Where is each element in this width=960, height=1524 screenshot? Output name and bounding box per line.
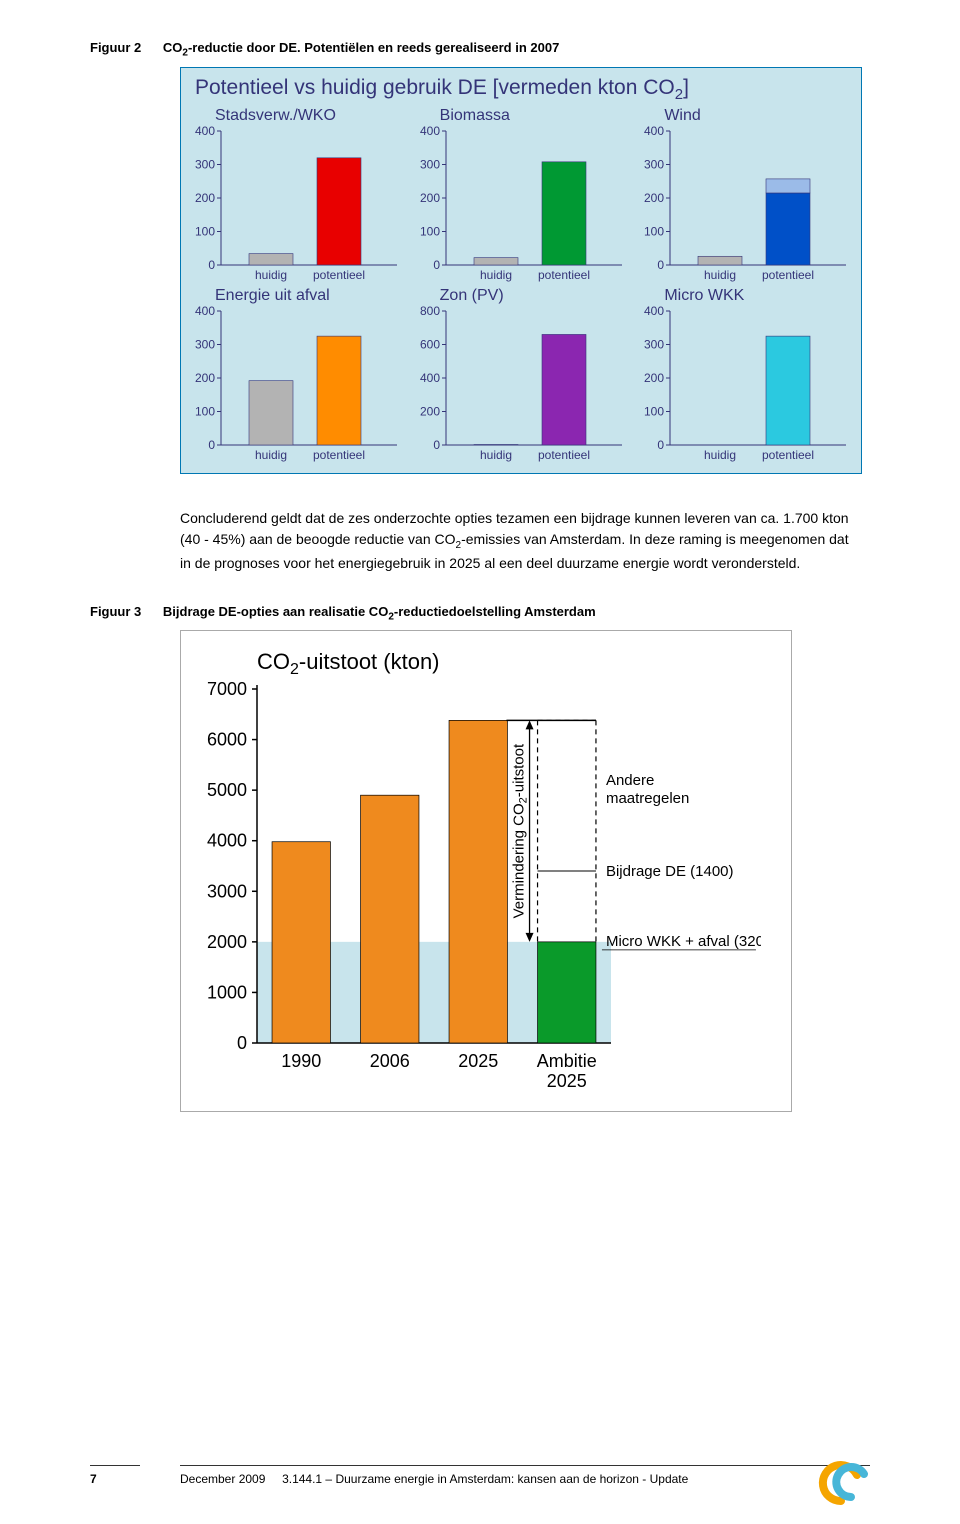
svg-text:400: 400 xyxy=(644,125,664,138)
figure2-chart-panel: Potentieel vs huidig gebruik DE [vermede… xyxy=(180,67,862,474)
subchart-4: Zon (PV) 0 200 400 600 800 huidig potentieel xyxy=(412,287,631,467)
figure3-prefix: Figuur 3 xyxy=(90,604,141,619)
subchart-svg: 0 100 200 300 400 huidig potentieel xyxy=(187,125,405,287)
svg-text:Ambitie: Ambitie xyxy=(537,1051,597,1071)
subchart-5: Micro WKK 0 100 200 300 400 huidig potentieel xyxy=(636,287,855,467)
svg-text:Andere: Andere xyxy=(606,772,654,789)
body-paragraph: Concluderend geldt dat de zes onderzocht… xyxy=(180,508,860,574)
page-footer: 7 December 2009 3.144.1 – Duurzame energ… xyxy=(90,1465,870,1486)
figure3-chart-panel: CO2-uitstoot (kton) 0 1000 2000 3000 4000 5000… xyxy=(180,630,792,1112)
svg-text:800: 800 xyxy=(420,305,440,318)
svg-text:400: 400 xyxy=(420,125,440,138)
subchart-title: Biomassa xyxy=(412,107,631,125)
subchart-title: Stadsverw./WKO xyxy=(187,107,406,125)
svg-text:4000: 4000 xyxy=(207,831,247,851)
svg-text:400: 400 xyxy=(195,125,215,138)
svg-text:300: 300 xyxy=(420,157,440,171)
svg-text:1000: 1000 xyxy=(207,983,247,1003)
svg-text:100: 100 xyxy=(644,224,664,238)
svg-text:2006: 2006 xyxy=(370,1051,410,1071)
subchart-svg: 0 200 400 600 800 huidig potentieel xyxy=(412,305,630,467)
svg-text:100: 100 xyxy=(195,404,215,418)
footer-text: December 2009 3.144.1 – Duurzame energie… xyxy=(180,1472,688,1486)
svg-text:6000: 6000 xyxy=(207,730,247,750)
svg-text:Bijdrage DE (1400): Bijdrage DE (1400) xyxy=(606,863,734,880)
svg-text:400: 400 xyxy=(644,305,664,318)
ce-logo-icon xyxy=(806,1457,876,1511)
subchart-title: Wind xyxy=(636,107,855,125)
svg-text:300: 300 xyxy=(195,157,215,171)
svg-text:200: 200 xyxy=(644,371,664,385)
svg-text:potentieel: potentieel xyxy=(538,448,590,462)
svg-text:200: 200 xyxy=(420,191,440,205)
svg-text:5000: 5000 xyxy=(207,780,247,800)
svg-text:Vermindering CO2-uitstoot: Vermindering CO2-uitstoot xyxy=(511,743,530,918)
subchart-svg: 0 100 200 300 400 huidig potentieel xyxy=(636,305,854,467)
svg-text:1990: 1990 xyxy=(281,1051,321,1071)
svg-text:huidig: huidig xyxy=(255,268,287,282)
svg-text:0: 0 xyxy=(433,438,440,452)
svg-text:100: 100 xyxy=(420,224,440,238)
subchart-svg: 0 100 200 300 400 huidig potentieel xyxy=(187,305,405,467)
svg-text:0: 0 xyxy=(658,258,665,272)
page-number: 7 xyxy=(90,1472,140,1486)
svg-text:maatregelen: maatregelen xyxy=(606,790,689,807)
figure2-title: Potentieel vs huidig gebruik DE [vermede… xyxy=(181,68,861,107)
subchart-svg: 0 100 200 300 400 huidig potentieel xyxy=(636,125,854,287)
svg-text:potentieel: potentieel xyxy=(313,268,365,282)
svg-text:huidig: huidig xyxy=(704,448,736,462)
svg-text:400: 400 xyxy=(195,305,215,318)
svg-text:0: 0 xyxy=(237,1033,247,1053)
subchart-3: Energie uit afval 0 100 200 300 400 huidig pote… xyxy=(187,287,406,467)
svg-text:huidig: huidig xyxy=(480,268,512,282)
svg-text:potentieel: potentieel xyxy=(313,448,365,462)
svg-text:2025: 2025 xyxy=(458,1051,498,1071)
svg-text:400: 400 xyxy=(420,371,440,385)
svg-text:200: 200 xyxy=(195,371,215,385)
svg-text:300: 300 xyxy=(644,337,664,351)
svg-text:100: 100 xyxy=(644,404,664,418)
subchart-title: Energie uit afval xyxy=(187,287,406,305)
subchart-svg: 0 100 200 300 400 huidig potentieel xyxy=(412,125,630,287)
svg-text:0: 0 xyxy=(208,438,215,452)
svg-text:potentieel: potentieel xyxy=(538,268,590,282)
svg-text:200: 200 xyxy=(420,404,440,418)
svg-text:huidig: huidig xyxy=(480,448,512,462)
svg-text:100: 100 xyxy=(195,224,215,238)
svg-text:7000: 7000 xyxy=(207,679,247,699)
figure2-prefix: Figuur 2 xyxy=(90,40,141,55)
svg-text:0: 0 xyxy=(208,258,215,272)
svg-text:potentieel: potentieel xyxy=(762,448,814,462)
svg-text:600: 600 xyxy=(420,337,440,351)
figure3-svg: CO2-uitstoot (kton) 0 1000 2000 3000 4000 5000… xyxy=(191,643,761,1103)
svg-text:3000: 3000 xyxy=(207,881,247,901)
svg-text:CO2-uitstoot (kton): CO2-uitstoot (kton) xyxy=(257,649,440,678)
svg-text:potentieel: potentieel xyxy=(762,268,814,282)
svg-text:huidig: huidig xyxy=(255,448,287,462)
svg-text:200: 200 xyxy=(195,191,215,205)
svg-text:200: 200 xyxy=(644,191,664,205)
svg-text:0: 0 xyxy=(658,438,665,452)
figure2-caption: Figuur 2 CO2-reductie door DE. Potentiël… xyxy=(90,40,870,59)
svg-text:2025: 2025 xyxy=(547,1071,587,1091)
svg-text:huidig: huidig xyxy=(704,268,736,282)
subchart-0: Stadsverw./WKO 0 100 200 300 400 huidig potenti… xyxy=(187,107,406,287)
svg-text:0: 0 xyxy=(433,258,440,272)
subchart-1: Biomassa 0 100 200 300 400 huidig potentieel xyxy=(412,107,631,287)
figure3-caption: Figuur 3 Bijdrage DE-opties aan realisat… xyxy=(90,604,870,623)
svg-text:Micro WKK + afval (320): Micro WKK + afval (320) xyxy=(606,933,761,950)
svg-text:300: 300 xyxy=(644,157,664,171)
subchart-title: Micro WKK xyxy=(636,287,855,305)
subchart-title: Zon (PV) xyxy=(412,287,631,305)
subchart-2: Wind 0 100 200 300 400 huidig potentieel xyxy=(636,107,855,287)
svg-text:300: 300 xyxy=(195,337,215,351)
svg-text:2000: 2000 xyxy=(207,932,247,952)
